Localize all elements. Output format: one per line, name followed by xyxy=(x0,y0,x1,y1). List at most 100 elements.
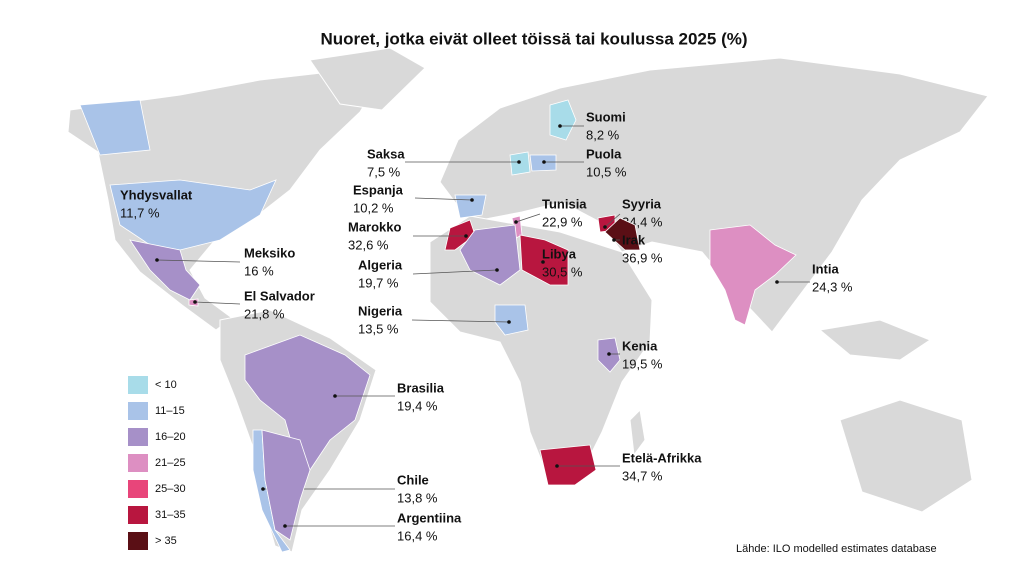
country-name: Algeria xyxy=(358,257,403,272)
legend-swatch xyxy=(128,376,148,394)
southeast-asia xyxy=(818,319,932,361)
eurasia xyxy=(439,57,989,333)
legend-swatch xyxy=(128,480,148,498)
leader-line xyxy=(156,259,241,263)
australia xyxy=(839,399,973,513)
land xyxy=(67,47,989,553)
country-name: Saksa xyxy=(367,146,405,161)
country-shape xyxy=(444,219,476,251)
country-dot xyxy=(261,487,265,491)
leader-line xyxy=(412,269,498,275)
country-name: Tunisia xyxy=(542,196,587,211)
country-shape xyxy=(459,224,521,286)
country-value: 13,8 % xyxy=(397,490,438,505)
country-dot xyxy=(603,225,607,229)
country-name: Intia xyxy=(812,261,839,276)
countries: Suomi 8,2 % Saksa 7,5 % Puola 10,5 % Espanja 10… xyxy=(79,99,853,553)
country-value: 8,2 % xyxy=(586,127,620,142)
country-shape xyxy=(604,217,641,251)
legend: < 10 11–15 16–20 21–25 25–30 31–35 > 35 xyxy=(128,376,186,550)
country-shape xyxy=(539,444,597,486)
leader-line xyxy=(604,213,621,228)
country-shape xyxy=(244,334,371,471)
country-value: 30,5 % xyxy=(542,264,583,279)
country-shape xyxy=(454,194,487,219)
country-value: 7,5 % xyxy=(367,164,401,179)
country-value: 19,4 % xyxy=(397,398,438,413)
country-value: 19,5 % xyxy=(622,356,663,371)
country-name: Libya xyxy=(542,246,577,261)
country-shape xyxy=(129,239,201,301)
country-dot xyxy=(470,198,474,202)
country-name: Yhdysvallat xyxy=(120,187,193,202)
country-name: Kenia xyxy=(622,338,658,353)
legend-swatch xyxy=(128,506,148,524)
country-name: Nigeria xyxy=(358,303,403,318)
country-dot xyxy=(514,220,518,224)
country-value: 34,7 % xyxy=(622,468,663,483)
source: Lähde: ILO modelled estimates database xyxy=(736,543,937,555)
country-name: Syyria xyxy=(622,196,662,211)
country-dot xyxy=(517,160,521,164)
country-value: 22,9 % xyxy=(542,214,583,229)
country-shape xyxy=(709,224,797,326)
country-dot xyxy=(558,124,562,128)
leader-line xyxy=(414,197,473,201)
country-name: Suomi xyxy=(586,109,626,124)
country-value: 21,8 % xyxy=(244,306,285,321)
country-name: Chile xyxy=(397,472,429,487)
country-dot xyxy=(542,160,546,164)
country-name: Espanja xyxy=(353,182,404,197)
country-value: 11,7 % xyxy=(120,205,160,220)
greenland xyxy=(309,47,426,111)
country-value: 10,2 % xyxy=(353,200,394,215)
country-name: Argentiina xyxy=(397,510,462,525)
country-shape xyxy=(494,304,529,336)
country-name: Meksiko xyxy=(244,245,295,260)
country-dot xyxy=(193,300,197,304)
country-dot xyxy=(607,352,611,356)
country-dot xyxy=(495,268,499,272)
country-name: Etelä-Afrikka xyxy=(622,450,702,465)
country-name: Brasilia xyxy=(397,380,445,395)
legend-label: 31–35 xyxy=(155,509,186,521)
country-name: Marokko xyxy=(348,219,402,234)
country-shape xyxy=(509,151,531,176)
legend-label: 25–30 xyxy=(155,483,186,495)
country-name: Irak xyxy=(622,232,646,247)
country-shape xyxy=(519,234,569,286)
country-shape xyxy=(549,99,577,141)
legend-label: < 10 xyxy=(155,379,177,391)
legend-swatch xyxy=(128,402,148,420)
country-value: 36,9 % xyxy=(622,250,663,265)
country-value: 16 % xyxy=(244,263,274,278)
leader-line xyxy=(194,301,241,305)
country-dot xyxy=(333,394,337,398)
country-dot xyxy=(555,464,559,468)
madagascar xyxy=(629,408,646,457)
country-value: 13,5 % xyxy=(358,321,399,336)
country-value: 16,4 % xyxy=(397,528,438,543)
map-title: Nuoret, jotka eivät olleet töissä tai ko… xyxy=(320,29,747,48)
country-dot xyxy=(464,234,468,238)
country-dot xyxy=(541,260,545,264)
legend-label: 16–20 xyxy=(155,431,186,443)
country-value: 24,3 % xyxy=(812,279,853,294)
leader-line xyxy=(515,213,541,223)
country-value: 32,6 % xyxy=(348,237,389,252)
country-name: El Salvador xyxy=(244,288,315,303)
country-shape xyxy=(79,99,151,156)
country-shape xyxy=(261,429,311,541)
country-value: 10,5 % xyxy=(586,164,627,179)
country-dot xyxy=(612,238,616,242)
legend-swatch xyxy=(128,428,148,446)
country-name: Puola xyxy=(586,146,622,161)
country-dot xyxy=(775,280,779,284)
legend-label: 21–25 xyxy=(155,457,186,469)
legend-swatch xyxy=(128,454,148,472)
country-shape xyxy=(109,179,277,251)
legend-label: > 35 xyxy=(155,535,177,547)
country-value: 19,7 % xyxy=(358,275,399,290)
country-dot xyxy=(507,320,511,324)
